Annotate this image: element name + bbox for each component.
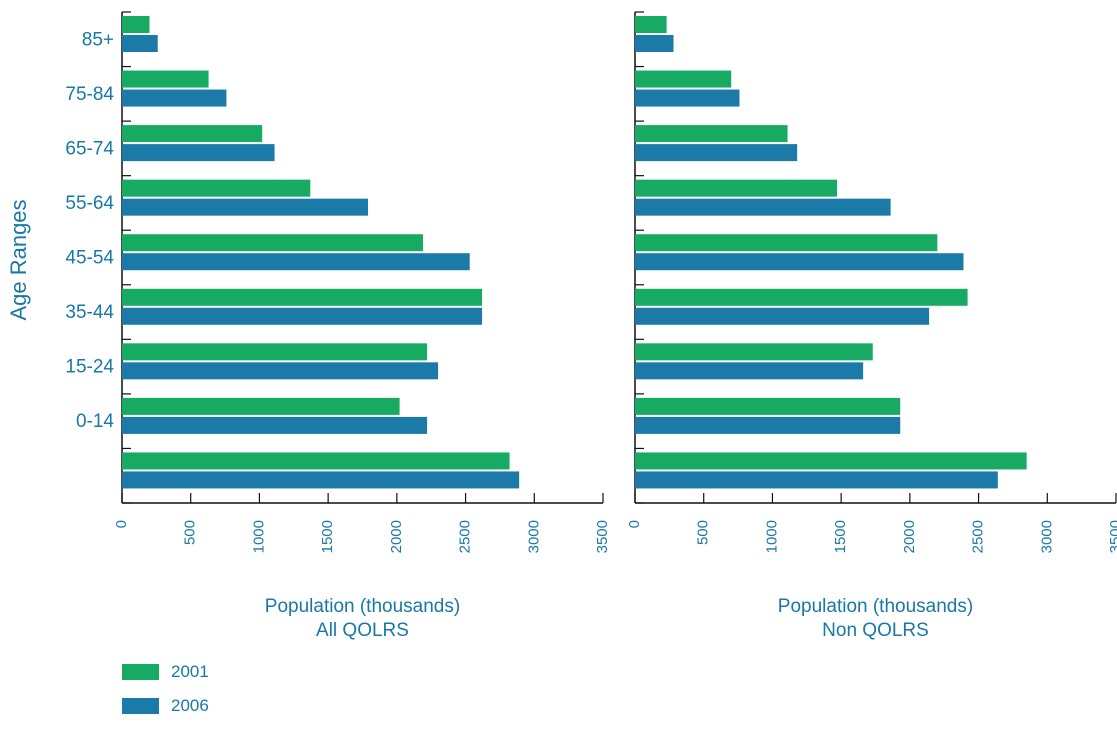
legend-swatch-2001 bbox=[122, 664, 159, 680]
x-tick-label: 500 bbox=[695, 520, 712, 545]
bar-2006-55-64 bbox=[122, 198, 368, 216]
bar-2006-45-54 bbox=[122, 253, 470, 271]
x-tick-label: 2000 bbox=[388, 520, 405, 553]
x-tick-label: 0 bbox=[626, 520, 643, 528]
bar-2001-85 bbox=[122, 16, 150, 33]
bar-2006-45-54 bbox=[635, 253, 964, 271]
x-tick-label: 3000 bbox=[1038, 520, 1055, 553]
legend-label-2001: 2001 bbox=[171, 662, 209, 681]
legend-item-2006: 2006 bbox=[122, 694, 209, 718]
bar-2006-55-64 bbox=[635, 198, 891, 216]
x-tick-label: 3500 bbox=[1107, 520, 1117, 553]
y-tick-label-65-74: 65-74 bbox=[65, 138, 114, 159]
x-tick-label: 2500 bbox=[457, 520, 474, 553]
bar-2001-65-74 bbox=[635, 125, 788, 143]
bar-2006-65-74 bbox=[122, 144, 275, 162]
x-tick-label: 500 bbox=[182, 520, 199, 545]
bar-2001-75-84 bbox=[122, 70, 209, 88]
x-tick-label: 3500 bbox=[594, 520, 611, 553]
legend-item-2001: 2001 bbox=[122, 660, 209, 684]
x-tick-label: 1000 bbox=[250, 520, 267, 553]
chart-panel-non-qolrs: 0 500 1000 1500 2000 2500 3000 3500 Population (… bbox=[626, 11, 1117, 641]
bar-2001-blank bbox=[635, 452, 1027, 470]
y-tick-label-75-84: 75-84 bbox=[65, 84, 114, 105]
bar-2001-85 bbox=[635, 16, 667, 33]
x-tick-label: 2000 bbox=[901, 520, 918, 553]
bar-2006-35-44 bbox=[122, 307, 483, 325]
bar-2001-blank bbox=[122, 452, 510, 470]
bar-2006-blank bbox=[122, 471, 520, 489]
bar-2006-15-24 bbox=[122, 362, 439, 380]
bar-2001-45-54 bbox=[122, 234, 423, 252]
bar-2001-15-24 bbox=[635, 343, 873, 361]
x-tick-label: 1500 bbox=[832, 520, 849, 553]
x-axis-label: Population (thousands) bbox=[265, 596, 460, 617]
bar-2006-85 bbox=[635, 35, 674, 52]
bar-2001-55-64 bbox=[122, 179, 311, 197]
bar-2001-35-44 bbox=[122, 288, 483, 306]
bar-2001-55-64 bbox=[635, 179, 838, 197]
bar-2006-85 bbox=[122, 35, 158, 52]
legend: 2001 2006 bbox=[122, 660, 209, 728]
legend-swatch-2006 bbox=[122, 698, 159, 714]
bar-2001-75-84 bbox=[635, 70, 732, 88]
bar-2006-0-14 bbox=[122, 416, 428, 434]
bar-2001-65-74 bbox=[122, 125, 263, 143]
bar-2006-75-84 bbox=[122, 89, 227, 107]
bar-2001-45-54 bbox=[635, 234, 938, 252]
y-tick-label-55-64: 55-64 bbox=[65, 193, 114, 214]
y-tick-label-45-54: 45-54 bbox=[65, 248, 114, 269]
x-tick-label: 3000 bbox=[525, 520, 542, 553]
bar-2001-0-14 bbox=[635, 397, 901, 415]
bar-2006-blank bbox=[635, 471, 998, 489]
bar-2001-15-24 bbox=[122, 343, 428, 361]
y-tick-label-85: 85+ bbox=[82, 29, 114, 50]
x-axis-label: Population (thousands) bbox=[778, 596, 973, 617]
chart-svg: Age Ranges 0 500 1000 1500 2000 2500 3000 3500 8… bbox=[6, 11, 1117, 641]
bar-2006-35-44 bbox=[635, 307, 930, 325]
panel-subtitle: All QOLRS bbox=[316, 620, 409, 640]
bar-2006-15-24 bbox=[635, 362, 864, 380]
legend-label-2006: 2006 bbox=[171, 696, 209, 715]
bar-2001-35-44 bbox=[635, 288, 968, 306]
bar-2001-0-14 bbox=[122, 397, 400, 415]
y-tick-label-15-24: 15-24 bbox=[65, 357, 114, 378]
bar-2006-65-74 bbox=[635, 144, 798, 162]
y-tick-label-0-14: 0-14 bbox=[76, 411, 114, 432]
x-tick-label: 2500 bbox=[970, 520, 987, 553]
y-tick-label-35-44: 35-44 bbox=[65, 302, 114, 323]
y-axis-label: Age Ranges bbox=[6, 199, 31, 320]
bar-2006-0-14 bbox=[635, 416, 901, 434]
bar-2006-75-84 bbox=[635, 89, 740, 107]
panel-subtitle: Non QOLRS bbox=[822, 620, 929, 640]
chart-panel-all-qolrs: 0 500 1000 1500 2000 2500 3000 3500 85+ 75-84 65-7… bbox=[65, 11, 611, 641]
x-tick-label: 0 bbox=[113, 520, 130, 528]
x-tick-label: 1500 bbox=[319, 520, 336, 553]
x-tick-label: 1000 bbox=[763, 520, 780, 553]
